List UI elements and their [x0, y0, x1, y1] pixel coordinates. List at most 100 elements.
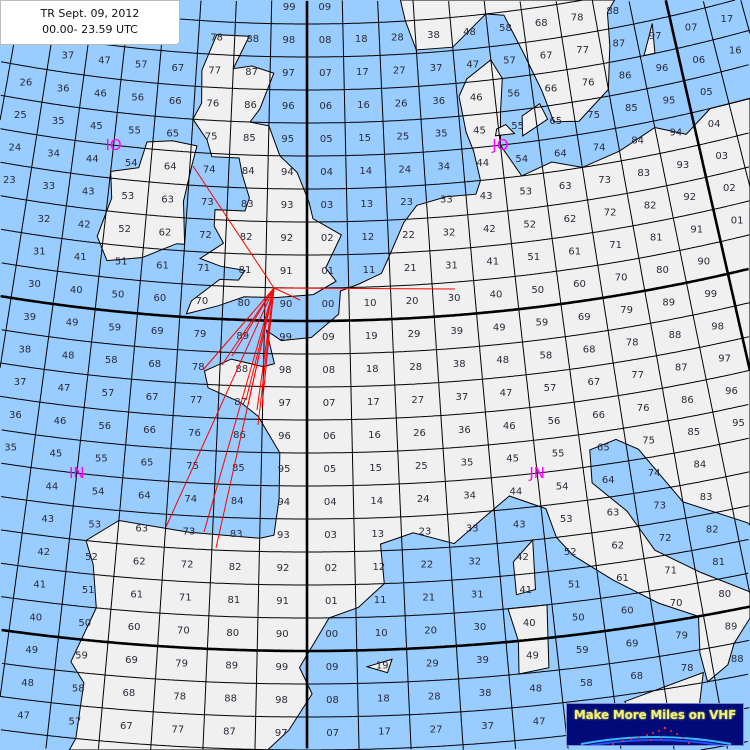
grid-square-label: 32 — [468, 556, 481, 567]
grid-square-label: 43 — [513, 519, 526, 530]
grid-square-label: 02 — [325, 563, 338, 574]
grid-square-label: 31 — [33, 247, 46, 258]
grid-square-label: 40 — [29, 612, 42, 623]
grid-square-label: 22 — [402, 230, 415, 241]
grid-square-label: 56 — [98, 421, 111, 432]
grid-square-label: 33 — [466, 524, 479, 535]
grid-square-label: 67 — [146, 392, 159, 403]
grid-square-label: 30 — [28, 279, 41, 290]
grid-square-label: 75 — [642, 435, 655, 446]
grid-square-label: 73 — [598, 175, 611, 186]
square-boundary-latitude — [0, 539, 749, 586]
grid-square-label: 47 — [98, 56, 111, 67]
grid-square-label: 95 — [278, 464, 291, 475]
grid-square-label: 97 — [718, 354, 731, 365]
grid-square-label: 93 — [677, 160, 690, 171]
contact-path-line — [202, 287, 275, 371]
grid-square-label: 88 — [224, 694, 237, 705]
grid-square-label: 28 — [409, 362, 422, 373]
grid-square-label: 86 — [244, 100, 257, 111]
grid-square-label: 83 — [241, 199, 254, 210]
grid-square-label: 67 — [540, 51, 553, 62]
grid-square-label: 55 — [511, 121, 524, 132]
grid-square-label: 94 — [670, 128, 683, 139]
grid-square-label: 85 — [232, 463, 245, 474]
grid-square-label: 98 — [711, 321, 724, 332]
grid-square-label: 57 — [503, 56, 516, 67]
grid-square-label: 90 — [280, 299, 293, 310]
grid-square-label: 41 — [74, 252, 87, 263]
grid-square-label: 47 — [17, 711, 30, 722]
grid-square-label: 60 — [154, 293, 167, 304]
grid-square-label: 36 — [9, 410, 22, 421]
grid-square-label: 16 — [368, 430, 381, 441]
grid-square-label: 37 — [62, 51, 75, 62]
grid-square-label: 68 — [583, 345, 596, 356]
grid-square-label: 55 — [128, 125, 141, 136]
land-majorca — [365, 658, 393, 674]
grid-square-label: 88 — [731, 654, 744, 665]
grid-square-label: 51 — [82, 585, 95, 596]
grid-square-label: 75 — [587, 110, 600, 121]
grid-square-label: 34 — [47, 149, 60, 160]
field-boundary-latitude — [0, 267, 749, 323]
grid-square-label: 64 — [164, 162, 177, 173]
square-boundary-longitude — [377, 0, 412, 750]
grid-square-label: 78 — [173, 691, 186, 702]
grid-square-label: 07 — [323, 398, 336, 409]
grid-square-label: 36 — [432, 96, 445, 107]
grid-square-label: 29 — [426, 659, 439, 670]
square-boundary-latitude — [1, 302, 750, 355]
grid-square-label: 09 — [326, 662, 339, 673]
grid-square-label: 99 — [279, 332, 292, 343]
grid-square-label: 79 — [194, 329, 207, 340]
square-boundary-longitude — [202, 0, 237, 750]
grid-square-label: 46 — [503, 421, 516, 432]
grid-square-label: 59 — [108, 322, 121, 333]
grid-square-label: 25 — [397, 131, 410, 142]
grid-square-label: 38 — [19, 345, 32, 356]
field-label: IO — [105, 136, 121, 154]
grid-square-label: 44 — [86, 154, 99, 165]
grid-square-label: 86 — [233, 430, 246, 441]
square-boundary-longitude — [45, 0, 131, 749]
grid-square-label: 79 — [620, 305, 633, 316]
grid-square-label: 94 — [277, 497, 290, 508]
field-boundary-latitude — [1, 605, 750, 653]
grid-square-label: 51 — [115, 257, 128, 268]
grid-square-label: 43 — [480, 191, 493, 202]
logo-make-more-miles-on-vhf: Make More Miles on VHF — [566, 703, 744, 746]
square-boundary-longitude — [591, 0, 728, 749]
grid-square-label: 73 — [201, 197, 214, 208]
grid-square-label: 20 — [424, 626, 437, 637]
square-boundary-latitude — [0, 132, 749, 190]
grid-square-label: 32 — [38, 214, 51, 225]
land-zealand — [521, 102, 549, 137]
grid-square-label: 45 — [506, 454, 519, 465]
grid-square-label: 82 — [706, 524, 719, 535]
grid-square-label: 30 — [448, 293, 461, 304]
grid-square-label: 38 — [453, 359, 466, 370]
grid-square-label: 04 — [708, 119, 721, 130]
grid-square-label: 48 — [496, 355, 509, 366]
square-boundary-longitude — [412, 0, 464, 750]
contact-path-line — [247, 287, 275, 406]
grid-square-label: 49 — [66, 318, 79, 329]
grid-square-label: 67 — [588, 377, 601, 388]
grid-square-label: 93 — [277, 530, 290, 541]
grid-square-label: 91 — [276, 596, 289, 607]
grid-square-label: 06 — [323, 431, 336, 442]
grid-square-label: 01 — [321, 266, 334, 277]
contact-path-line — [273, 287, 456, 290]
grid-square-label: 96 — [725, 386, 738, 397]
grid-square-label: 97 — [282, 68, 295, 79]
grid-square-label: 98 — [275, 695, 288, 706]
grid-square-label: 26 — [395, 98, 408, 109]
grid-square-label: 79 — [175, 659, 188, 670]
grid-square-label: 63 — [135, 524, 148, 535]
grid-square-label: 77 — [172, 724, 185, 735]
square-boundary-longitude — [254, 0, 273, 750]
square-boundary-longitude — [519, 1, 622, 749]
grid-square-label: 00 — [322, 299, 335, 310]
